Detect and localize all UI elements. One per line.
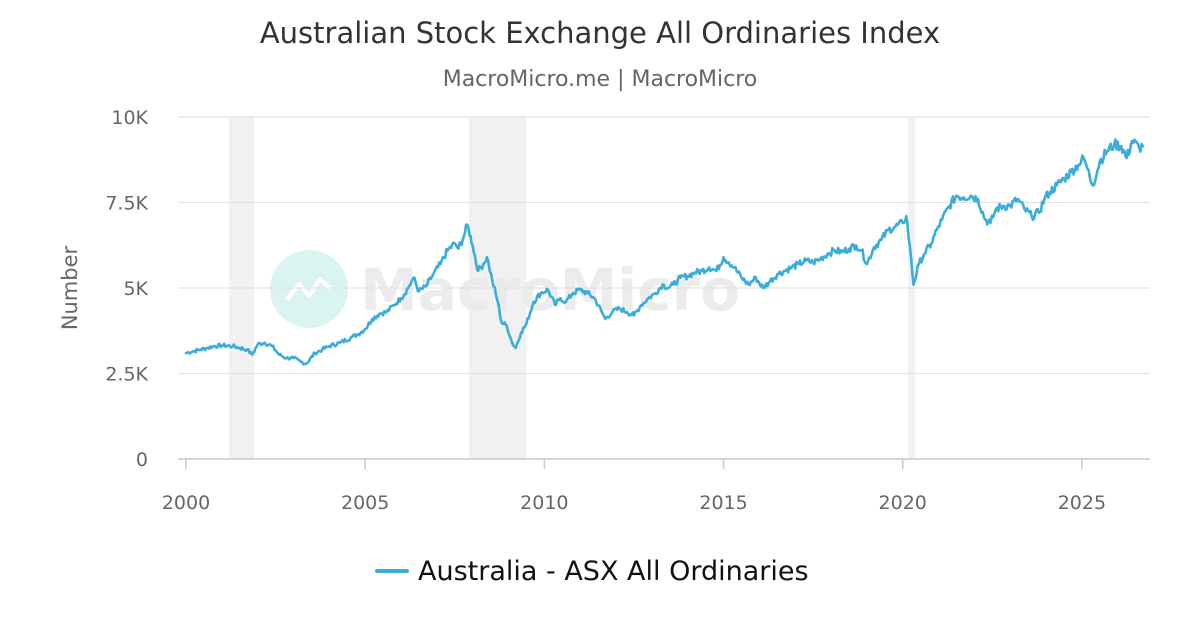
chart-title: Australian Stock Exchange All Ordinaries… xyxy=(260,16,940,50)
legend-label[interactable]: Australia - ASX All Ordinaries xyxy=(418,556,809,587)
y-tick-label: 10K xyxy=(111,107,148,129)
chart-subtitle: MacroMicro.me | MacroMicro xyxy=(443,67,758,92)
x-tick-label: 2010 xyxy=(520,492,568,514)
x-tick-label: 2020 xyxy=(879,492,927,514)
watermark-logo-icon xyxy=(270,250,348,328)
watermark: MacroMicro xyxy=(270,250,740,328)
y-tick-label: 0 xyxy=(136,449,148,471)
legend[interactable]: Australia - ASX All Ordinaries xyxy=(375,556,809,587)
y-axis-ticks: 0 2.5K 5K 7.5K 10K xyxy=(105,107,148,471)
grid-lines xyxy=(178,116,1150,375)
y-tick-label: 5K xyxy=(123,278,148,300)
x-tick-label: 2015 xyxy=(699,492,747,514)
watermark-text: MacroMicro xyxy=(360,256,740,324)
series-line-0[interactable] xyxy=(184,138,1145,366)
x-tick-label: 2005 xyxy=(341,492,389,514)
y-axis-title: Number xyxy=(58,245,82,330)
x-axis: 2000 2005 2010 2015 2020 2025 xyxy=(162,458,1150,514)
series-layer xyxy=(184,138,1145,366)
y-tick-label: 2.5K xyxy=(105,364,148,386)
x-tick-label: 2025 xyxy=(1058,492,1106,514)
y-tick-label: 7.5K xyxy=(105,193,148,215)
watermark-chart-icon xyxy=(285,277,333,302)
x-tick-label: 2000 xyxy=(162,492,210,514)
